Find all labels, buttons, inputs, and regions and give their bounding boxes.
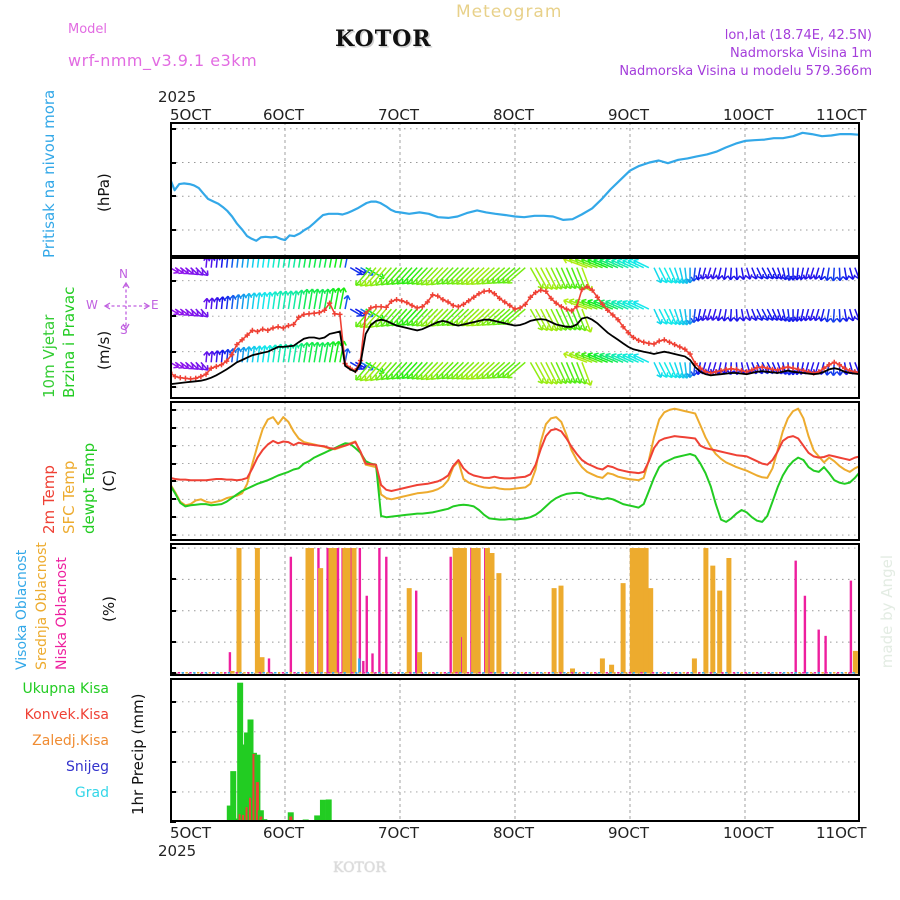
y-tickmark [170, 161, 176, 164]
panel-wind [170, 257, 860, 399]
compass-w-label: W [86, 298, 98, 312]
label-precip-hail: Grad [74, 785, 109, 801]
y-tickmark [170, 609, 176, 612]
y-tickmark [170, 672, 176, 675]
x-tick-bottom-5oct: 5OCT [170, 824, 211, 842]
label-cloud-high: Visoka Oblacnost [14, 549, 30, 670]
model-label: Model [68, 22, 108, 37]
x-tick-top-7oct: 7OCT [378, 106, 419, 124]
label-precip-conv: Konvek.Kisa [24, 707, 109, 723]
x-tick-bottom-10oct: 10OCT [723, 824, 774, 842]
label-temp-units: (C) [100, 469, 118, 492]
footer-station-name: KOTOR [333, 860, 386, 876]
label-cloud-units: (%) [100, 596, 118, 622]
meteogram-title: Meteogram [456, 2, 563, 22]
y-tickmark [170, 229, 176, 231]
y-tickmark [170, 516, 176, 519]
watermark: made by Angel [878, 555, 898, 685]
x-tick-bottom-9oct: 9OCT [608, 824, 649, 842]
model-name: wrf-nmm_v3.9.1 e3km [68, 51, 258, 70]
y-tickmark [170, 700, 176, 703]
label-wind-units: (m/s) [95, 330, 113, 370]
x-tick-top-11oct: 11OCT [816, 106, 867, 124]
y-tickmark [170, 534, 176, 537]
y-tickmark [170, 462, 176, 465]
x-tick-top-5oct: 5OCT [170, 106, 211, 124]
y-tickmark [170, 350, 176, 353]
label-precip-units: 1hr Precip (mm) [129, 693, 147, 815]
x-tick-bottom-11oct: 11OCT [816, 824, 867, 842]
label-cloud-mid: Srednja Oblacnost [34, 542, 50, 670]
y-tickmark [170, 444, 176, 447]
y-tickmark [170, 408, 176, 411]
station-elevation: Nadmorska Visina 1m [730, 46, 872, 61]
x-axis-labels-top: 5OCT 6OCT 7OCT 8OCT 9OCT 10OCT 11OCT [0, 106, 900, 126]
x-axis-labels-bottom: 5OCT 6OCT 7OCT 8OCT 9OCT 10OCT 11OCT [0, 824, 900, 844]
label-temp-2m: 2m Temp [40, 465, 58, 534]
station-elevation-model: Nadmorska Visina u modelu 579.366m [619, 64, 872, 79]
panel-cloud [170, 543, 860, 676]
label-precip-snow: Snijeg [65, 759, 109, 775]
y-tickmark [170, 426, 176, 429]
label-wind-line1: 10m Vjetar [40, 314, 58, 398]
compass-n-label: N [119, 267, 128, 281]
panel-precip [170, 678, 860, 822]
compass-rose: N S W E [86, 267, 162, 337]
label-temp-dewpt: dewpt Temp [80, 442, 98, 534]
y-tickmark [170, 641, 176, 644]
y-tickmark [170, 480, 176, 483]
watermark-text: made by Angel [878, 555, 896, 669]
label-cloud-low: Niska Oblacnost [54, 557, 70, 670]
y-tickmark [170, 578, 176, 581]
y-tickmark [170, 315, 176, 318]
page-title: KOTOR [335, 26, 432, 52]
x-tick-top-9oct: 9OCT [608, 106, 649, 124]
y-tickmark [170, 195, 176, 198]
y-tickmark [170, 498, 176, 501]
y-tickmark [170, 821, 176, 823]
x-tick-bottom-7oct: 7OCT [378, 824, 419, 842]
y-tickmark [170, 127, 176, 130]
compass-s-label: S [120, 323, 128, 337]
axis-year-top: 2025 [158, 88, 197, 106]
label-mslp-units: (hPa) [95, 173, 113, 212]
label-precip-total: Ukupna Kisa [22, 681, 109, 697]
label-precip-freezing: Zaledj.Kisa [32, 733, 109, 749]
label-wind-line2: Brzina i Pravac [60, 286, 78, 398]
panel-mslp [170, 122, 860, 257]
label-mslp-name: Pritisak na nivou mora [40, 89, 58, 258]
x-tick-top-8oct: 8OCT [493, 106, 534, 124]
axis-year-bottom: 2025 [158, 842, 197, 860]
station-lonlat: lon,lat (18.74E, 42.5N) [724, 28, 872, 43]
y-tickmark [170, 279, 176, 282]
y-tickmark [170, 790, 176, 793]
y-tickmark [170, 730, 176, 733]
y-tickmark [170, 547, 176, 550]
y-tickmark [170, 386, 176, 389]
x-tick-top-6oct: 6OCT [263, 106, 304, 124]
panel-temp [170, 401, 860, 541]
x-tick-bottom-8oct: 8OCT [493, 824, 534, 842]
x-tick-top-10oct: 10OCT [723, 106, 774, 124]
x-tick-bottom-6oct: 6OCT [263, 824, 304, 842]
compass-e-label: E [151, 298, 159, 312]
label-temp-sfc: SFC Temp [60, 460, 78, 534]
y-tickmark [170, 760, 176, 763]
